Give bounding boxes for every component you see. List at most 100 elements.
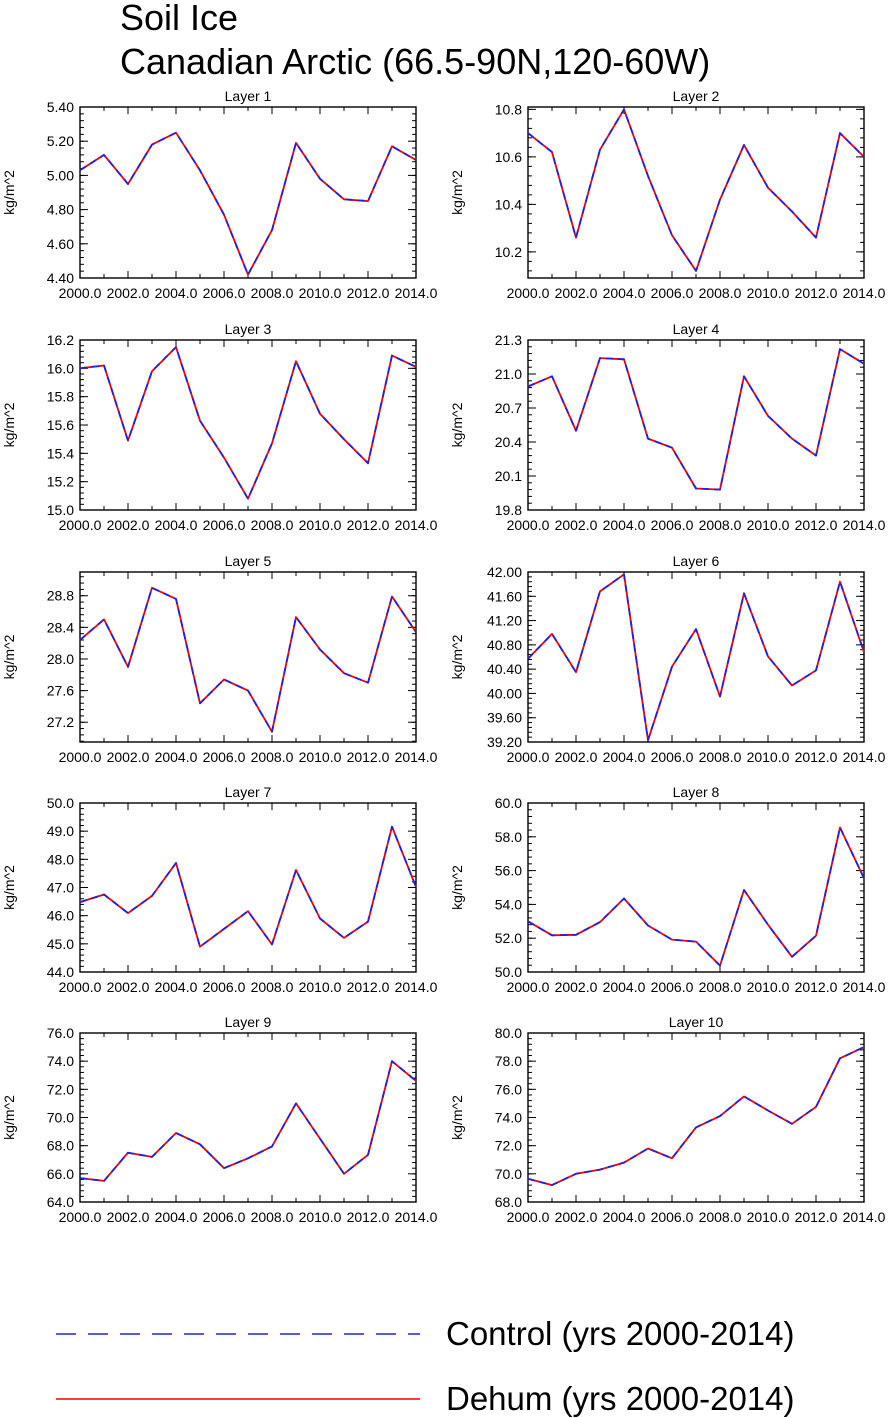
y-tick-label: 50.0 [495,964,522,980]
plot-frame [527,802,865,973]
x-tick-label: 2000.0 [507,1209,550,1225]
series-dehum-line [79,131,417,276]
series-control-line [527,826,865,967]
y-tick-label: 68.0 [495,1194,522,1210]
y-tick-label: 10.6 [495,149,522,165]
series-dehum-line [527,826,865,967]
panel-layer-3: Layer 3 kg/m^2 2000.0 2002.0 2004.0 2006.0 200… [1,321,438,533]
x-tick-label: 2008.0 [699,517,742,533]
y-tick-label: 74.0 [495,1110,522,1126]
y-tick-label: 15.8 [47,389,74,405]
series-dehum-line [79,1060,417,1182]
plot-frame [79,339,417,511]
x-tick-label: 2002.0 [107,517,150,533]
y-tick-label: 74.0 [47,1053,74,1069]
x-tick-label: 2010.0 [747,749,790,765]
y-axis-label: kg/m^2 [449,634,465,679]
x-tick-label: 2012.0 [795,1209,838,1225]
y-tick-label: 60.0 [495,795,522,811]
x-tick-label: 2014.0 [395,749,438,765]
y-axis-label: kg/m^2 [1,170,17,215]
x-tick-label: 2008.0 [251,979,294,995]
y-tick-label: 39.20 [487,734,522,750]
x-tick-label: 2008.0 [699,979,742,995]
y-tick-label: 15.6 [47,417,74,433]
x-tick-label: 2014.0 [395,1209,438,1225]
y-tick-label: 70.0 [47,1110,74,1126]
x-tick-label: 2010.0 [299,1209,342,1225]
x-tick-label: 2006.0 [203,1209,246,1225]
x-tick-label: 2006.0 [203,749,246,765]
panel-layer-9: Layer 9 kg/m^2 2000.0 2002.0 2004.0 2006.0 200… [1,1014,438,1225]
x-tick-label: 2010.0 [747,285,790,301]
y-tick-label: 40.40 [487,661,522,677]
series-dehum-line [527,1046,865,1186]
panel-layer-4: Layer 4 kg/m^2 2000.0 2002.0 2004.0 2006.0 200… [449,321,886,533]
x-tick-label: 2002.0 [555,979,598,995]
panel-title: Layer 9 [225,1014,272,1030]
x-tick-label: 2006.0 [203,285,246,301]
x-tick-label: 2000.0 [507,979,550,995]
plot-frame [527,106,865,279]
x-tick-label: 2004.0 [603,1209,646,1225]
y-axis-label: kg/m^2 [449,402,465,447]
panel-layer-2: Layer 2 kg/m^2 2000.0 2002.0 2004.0 2006.0 200… [449,88,886,301]
series-control-line [79,1060,417,1182]
y-tick-label: 20.4 [495,434,522,450]
panel-layer-1: Layer 1 kg/m^2 2000.0 2002.0 2004.0 2006.0 200… [1,88,438,301]
x-tick-label: 2004.0 [155,749,198,765]
y-tick-label: 76.0 [495,1081,522,1097]
x-tick-label: 2014.0 [395,979,438,995]
y-tick-label: 16.2 [47,332,74,348]
x-tick-label: 2014.0 [843,285,886,301]
y-tick-label: 41.20 [487,613,522,629]
y-tick-label: 47.0 [47,880,74,896]
x-tick-label: 2012.0 [347,285,390,301]
x-tick-label: 2008.0 [251,285,294,301]
y-tick-label: 80.0 [495,1025,522,1041]
x-tick-label: 2000.0 [59,517,102,533]
x-tick-label: 2002.0 [555,285,598,301]
x-tick-label: 2006.0 [651,517,694,533]
y-axis-label: kg/m^2 [1,1095,17,1140]
y-tick-label: 56.0 [495,863,522,879]
panel-layer-6: Layer 6 kg/m^2 2000.0 2002.0 2004.0 2006.0 200… [449,553,886,765]
x-tick-label: 2004.0 [155,1209,198,1225]
x-tick-label: 2010.0 [299,285,342,301]
x-tick-label: 2012.0 [795,979,838,995]
plot-frame [79,106,417,279]
y-tick-label: 15.4 [47,445,74,461]
panel-title: Layer 1 [225,88,272,104]
series-control-line [527,573,865,742]
panel-title: Layer 10 [669,1014,724,1030]
x-tick-label: 2012.0 [795,285,838,301]
y-tick-label: 46.0 [47,908,74,924]
x-tick-label: 2012.0 [347,749,390,765]
x-tick-label: 2012.0 [795,749,838,765]
y-axis-label: kg/m^2 [449,865,465,910]
series-dehum-line [527,573,865,742]
y-axis-label: kg/m^2 [449,1095,465,1140]
x-tick-label: 2000.0 [507,749,550,765]
y-tick-label: 21.3 [495,332,522,348]
series-control-line [79,825,417,948]
y-tick-label: 78.0 [495,1053,522,1069]
legend [56,1333,420,1400]
x-tick-label: 2008.0 [699,285,742,301]
x-tick-label: 2006.0 [203,979,246,995]
x-tick-label: 2006.0 [651,285,694,301]
y-tick-label: 45.0 [47,936,74,952]
x-tick-label: 2000.0 [507,285,550,301]
y-tick-label: 64.0 [47,1194,74,1210]
x-tick-label: 2008.0 [251,517,294,533]
x-tick-label: 2006.0 [651,1209,694,1225]
x-tick-label: 2002.0 [555,1209,598,1225]
y-tick-label: 20.7 [495,400,522,416]
y-axis-label: kg/m^2 [1,865,17,910]
panel-title: Layer 7 [225,784,272,800]
panel-title: Layer 4 [673,321,720,337]
legend-control-label: Control (yrs 2000-2014) [446,1315,795,1352]
y-tick-label: 52.0 [495,930,522,946]
x-tick-label: 2014.0 [843,517,886,533]
